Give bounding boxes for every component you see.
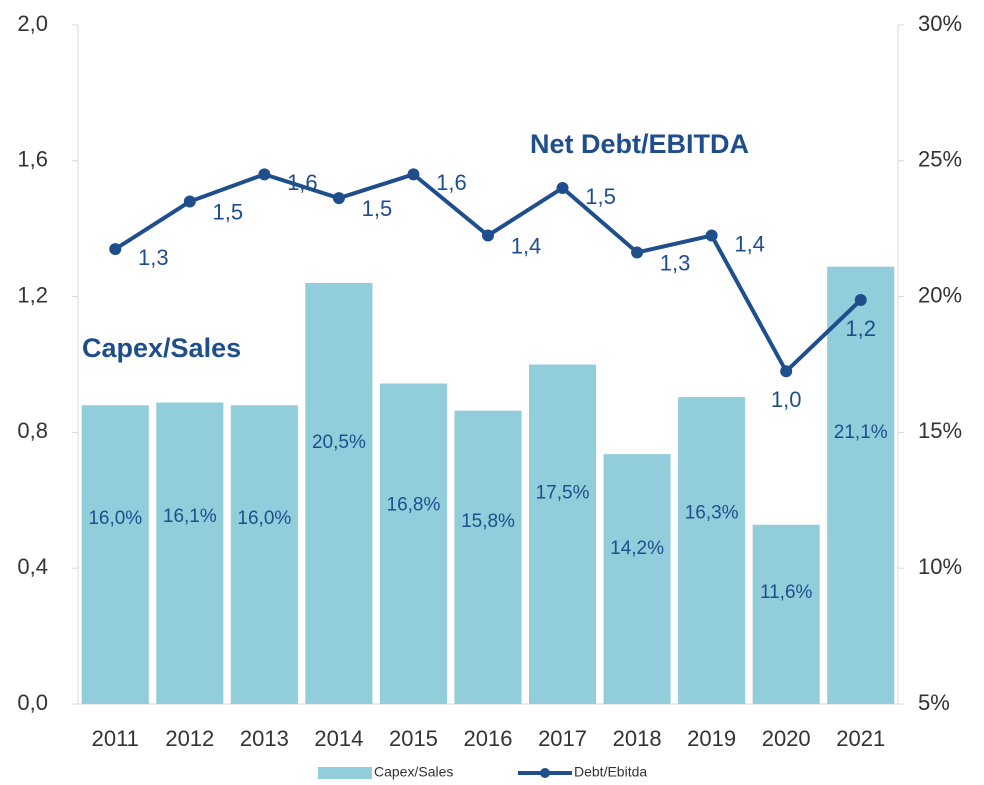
bar-label: 16,0%: [237, 508, 291, 529]
line-point: [407, 168, 420, 181]
line-point: [705, 229, 718, 242]
bar: [678, 397, 746, 704]
y2-tick-label: 20%: [918, 282, 962, 307]
bar: [454, 410, 522, 704]
bar-label: 14,2%: [610, 538, 664, 559]
bar-label: 17,5%: [536, 483, 590, 504]
line-label: 1,4: [511, 233, 542, 258]
bar-label: 16,3%: [685, 503, 739, 524]
x-tick-label: 2016: [464, 726, 513, 751]
line-label: 1,4: [734, 231, 765, 256]
bar: [379, 383, 447, 704]
line-label: 1,2: [845, 316, 876, 341]
x-tick-label: 2021: [836, 726, 885, 751]
y2-tick-label: 30%: [918, 11, 962, 36]
bar: [752, 524, 820, 704]
bar: [81, 405, 149, 704]
x-tick-label: 2012: [165, 726, 214, 751]
x-tick-label: 2017: [538, 726, 587, 751]
y2-tick-label: 25%: [918, 147, 962, 172]
line-label: 1,5: [362, 196, 393, 221]
bar-label: 21,1%: [834, 422, 888, 443]
y2-tick-label: 15%: [918, 418, 962, 443]
bar: [305, 283, 373, 704]
line-label: 1,6: [287, 170, 318, 195]
bar-label: 11,6%: [760, 582, 813, 603]
bar: [603, 454, 671, 704]
x-tick-label: 2015: [389, 726, 438, 751]
line-label: 1,0: [771, 387, 802, 412]
line-point: [482, 229, 494, 242]
x-tick-label: 2014: [314, 726, 363, 751]
y-tick-label: 0,4: [17, 554, 48, 579]
bar: [230, 405, 298, 704]
x-tick-label: 2011: [92, 726, 139, 751]
annotation: Net Debt/EBITDA: [530, 129, 749, 159]
bar-label: 16,1%: [163, 506, 217, 527]
y-tick-label: 1,2: [17, 282, 48, 307]
bar: [827, 266, 895, 704]
y-tick-label: 2,0: [17, 11, 48, 36]
line-point: [631, 246, 644, 259]
line-label: 1,3: [660, 250, 691, 275]
line-point: [332, 192, 345, 205]
line-point: [556, 181, 569, 194]
bar: [156, 402, 224, 704]
x-tick-label: 2019: [687, 726, 736, 751]
y2-tick-label: 10%: [918, 554, 962, 579]
line-label: 1,6: [436, 170, 467, 195]
y2-tick-label: 5%: [918, 690, 950, 715]
line-point: [258, 168, 271, 181]
legend-marker: [540, 768, 550, 778]
line-label: 1,5: [585, 184, 616, 209]
line-label: 1,5: [213, 199, 244, 224]
legend-swatch: [318, 767, 372, 779]
x-tick-label: 2013: [240, 726, 289, 751]
y-tick-label: 0,0: [17, 690, 48, 715]
bar-label: 20,5%: [312, 432, 366, 453]
line-label: 1,3: [138, 245, 169, 270]
bar-label: 16,8%: [387, 494, 441, 515]
bar-label: 16,0%: [88, 508, 142, 529]
x-tick-label: 2020: [762, 726, 811, 751]
line-point: [183, 195, 196, 208]
bar: [529, 364, 597, 704]
y-tick-label: 1,6: [17, 147, 48, 172]
x-tick-label: 2018: [613, 726, 662, 751]
line-point: [854, 293, 867, 306]
bar-label: 15,8%: [461, 511, 515, 532]
y-tick-label: 0,8: [17, 418, 48, 443]
line-point: [109, 243, 122, 256]
legend-label: Debt/Ebitda: [574, 764, 647, 780]
legend-label: Capex/Sales: [374, 764, 453, 780]
line-point: [780, 365, 793, 378]
annotation: Capex/Sales: [82, 333, 241, 363]
